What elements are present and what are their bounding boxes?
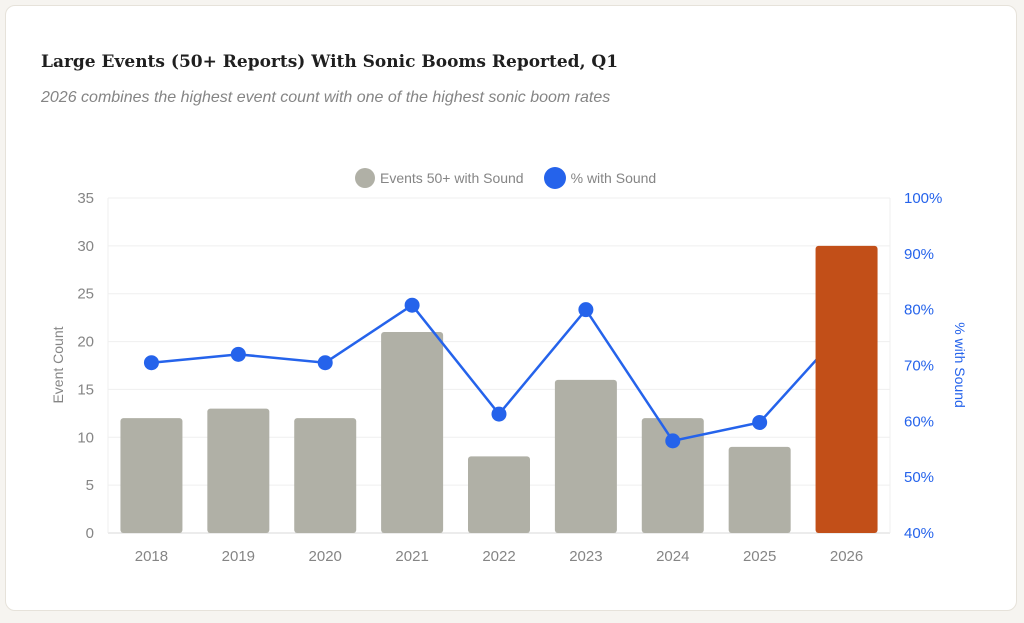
legend-swatch-percent — [543, 167, 566, 189]
y-right-tick-label: 50% — [904, 469, 934, 486]
y-left-axis-label: Event Count — [50, 326, 66, 403]
x-tick-label: 2020 — [309, 548, 342, 565]
legend-label-events: Events 50+ with Sound — [380, 170, 524, 186]
x-tick-label: 2018 — [135, 548, 168, 565]
chart-title: Large Events (50+ Reports) With Sonic Bo… — [41, 52, 619, 72]
x-tick-label: 2023 — [569, 548, 602, 565]
percent-point-2023 — [578, 302, 594, 318]
bars — [120, 332, 791, 533]
y-right-tick-label: 90% — [904, 246, 934, 263]
y-left-tick-label: 30 — [77, 238, 94, 255]
x-tick-label: 2022 — [482, 548, 515, 565]
percent-point-2018 — [143, 355, 159, 371]
percent-point-2024 — [665, 433, 681, 449]
y-left-tick-label: 0 — [86, 525, 94, 542]
bar-2024 — [641, 418, 704, 533]
legend-item-percent[interactable]: % with Sound — [543, 167, 657, 189]
legend-label-percent: % with Sound — [570, 170, 657, 186]
x-tick-label: 2024 — [656, 548, 689, 565]
y-left-tick-label: 10 — [77, 429, 94, 446]
percent-point-2022 — [491, 406, 507, 422]
percent-line — [143, 297, 848, 449]
y-left-tick-label: 25 — [77, 286, 94, 303]
y-left-tick-label: 5 — [86, 477, 94, 494]
y-right-tick-label: 70% — [904, 358, 934, 375]
bar-2020 — [294, 418, 357, 533]
axes: 0510152025303540%50%60%70%80%90%100%2018… — [77, 190, 942, 565]
bar-2023 — [554, 379, 617, 533]
percent-point-2025 — [752, 414, 768, 430]
legend-swatch-events — [355, 168, 375, 188]
bar-2022 — [468, 456, 530, 533]
x-tick-label: 2025 — [743, 548, 776, 565]
bar-2019 — [207, 408, 270, 533]
y-right-tick-label: 100% — [904, 190, 942, 207]
legend: Events 50+ with Sound % with Sound — [355, 167, 676, 189]
y-right-tick-label: 60% — [904, 413, 934, 430]
y-right-tick-label: 80% — [904, 302, 934, 319]
y-left-tick-label: 35 — [77, 190, 94, 207]
y-left-tick-label: 20 — [77, 334, 94, 351]
bar-2021 — [381, 332, 444, 533]
y-left-tick-label: 15 — [77, 381, 94, 398]
bar-2026 — [815, 245, 878, 533]
bar-2018 — [120, 418, 183, 533]
percent-point-2019 — [230, 346, 246, 362]
bar-2025 — [728, 446, 791, 533]
x-tick-label: 2019 — [222, 548, 255, 565]
y-right-axis-label: % with Sound — [952, 322, 968, 408]
x-tick-label: 2021 — [395, 548, 428, 565]
y-right-tick-label: 40% — [904, 525, 934, 542]
x-tick-label: 2026 — [830, 548, 863, 565]
chart-subtitle: 2026 combines the highest event count wi… — [41, 89, 611, 106]
legend-item-events[interactable]: Events 50+ with Sound — [355, 168, 524, 188]
percent-point-2020 — [317, 355, 333, 371]
percent-point-2021 — [404, 297, 420, 313]
